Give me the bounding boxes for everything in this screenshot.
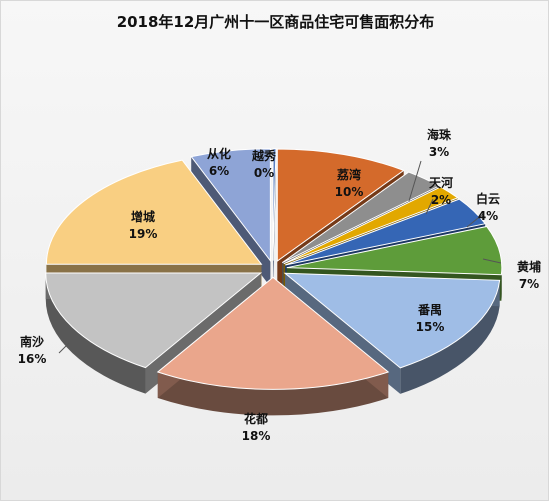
value-label-花都: 18% (242, 429, 271, 443)
category-label-越秀: 越秀 (251, 148, 277, 163)
value-label-从化: 6% (209, 164, 229, 178)
value-label-白云: 4% (478, 209, 498, 223)
value-label-天河: 2% (431, 193, 451, 207)
category-label-白云: 白云 (476, 191, 500, 206)
value-label-南沙: 16% (18, 352, 47, 366)
category-label-黄埔: 黄埔 (517, 259, 541, 274)
value-label-荔湾: 10% (335, 185, 364, 199)
value-label-黄埔: 7% (519, 277, 539, 291)
category-label-海珠: 海珠 (427, 127, 452, 142)
value-label-海珠: 3% (429, 145, 449, 159)
category-label-从化: 从化 (207, 146, 231, 161)
category-label-南沙: 南沙 (20, 334, 44, 349)
category-label-花都: 花都 (244, 411, 268, 426)
category-label-天河: 天河 (429, 175, 453, 190)
category-label-荔湾: 荔湾 (336, 167, 361, 182)
value-label-番禺: 15% (416, 320, 445, 334)
value-label-增城: 19% (129, 227, 158, 241)
category-label-番禺: 番禺 (417, 302, 442, 317)
category-label-增城: 增城 (131, 209, 155, 224)
value-label-越秀: 0% (254, 166, 274, 180)
